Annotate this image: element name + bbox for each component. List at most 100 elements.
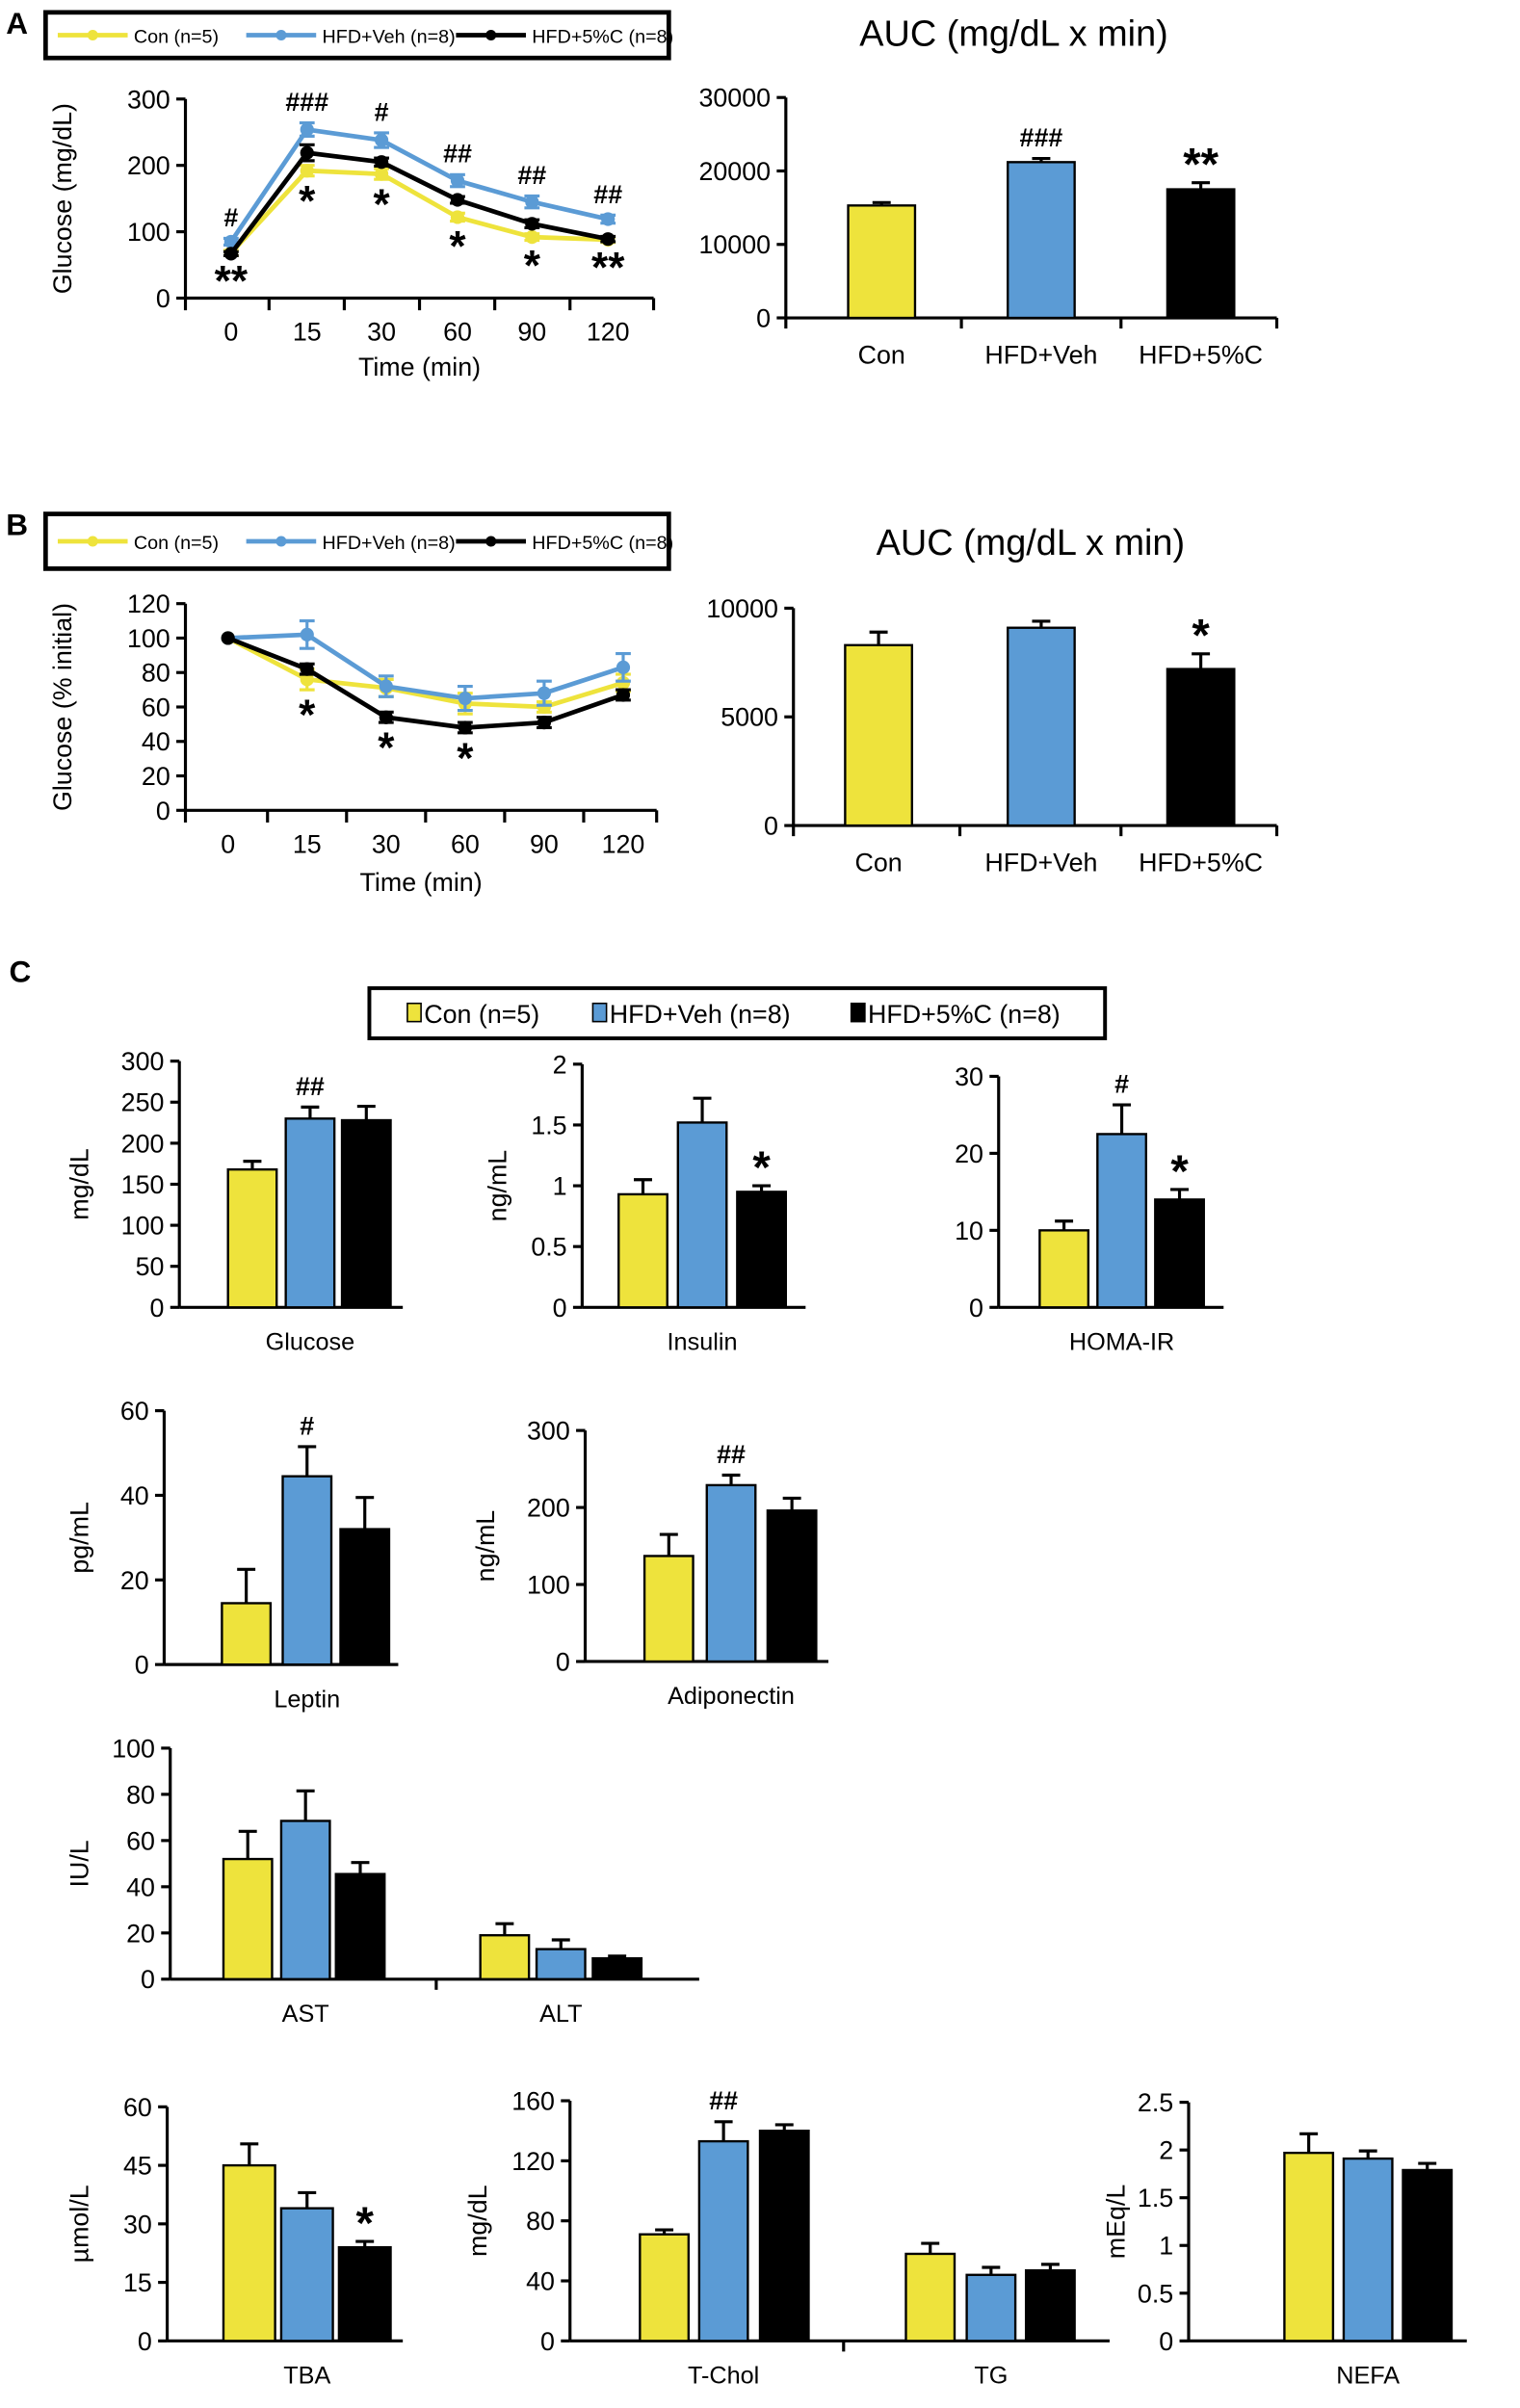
data-point [300,627,314,641]
bar-c5 [1024,2268,1076,2343]
category-label: HFD+5%C [1139,340,1263,369]
bar-veh [697,2139,749,2343]
bar-c5 [1154,1198,1205,1309]
group-label: Insulin [668,1328,738,1355]
data-point [616,675,631,691]
group-label: TBA [283,2363,330,2390]
panel-label-C: C [9,955,31,989]
y-tick-label: 200 [527,1494,570,1523]
x-tick-label: 0 [223,318,238,347]
data-point [537,686,552,700]
bar-con [479,1934,531,1980]
bar-con [847,204,917,320]
y-tick-label: 100 [127,218,170,247]
y-axis-label: Glucose (% initial) [48,603,77,811]
y-tick-label: 150 [121,1170,165,1199]
significance-mark: * [378,724,395,772]
legend-label: Con (n=5) [134,26,219,47]
y-tick-label: 60 [120,1397,149,1426]
category-label: HFD+5%C [1139,848,1263,877]
bar-c5 [339,1528,391,1666]
data-point [221,631,235,645]
series-line [226,636,624,730]
bar-con [639,2233,691,2343]
significance-mark: # [1114,1069,1129,1098]
legend-box [42,511,671,571]
legend-box [367,985,1108,1040]
bar-veh [535,1948,587,1980]
chart-lineB: 0 20 40 60 80 100 120 Glucose (% initial) 0 15 30 6… [48,589,659,897]
chart-title: AUC (mg/dL x min) [859,14,1167,55]
y-tick-label: 50 [136,1252,165,1281]
chart-astalt: 0 20 40 60 80 100 IU/L AST ALT [66,1734,699,2028]
y-tick-label: 2 [1159,2136,1173,2165]
y-tick-label: 0 [556,1647,570,1676]
y-tick-label: 1 [553,1172,567,1201]
data-point [616,660,631,674]
group-label: T-Chol [688,2363,759,2390]
x-tick-label: 30 [367,318,396,347]
chart-title: AUC (mg/dL x min) [877,523,1185,563]
group-label: Leptin [274,1686,340,1713]
y-tick-label: 200 [121,1129,165,1158]
legend-marker [485,536,497,547]
legend-label: HFD+5%C (n=8) [868,1000,1061,1029]
data-point [601,232,616,247]
y-tick-label: 20 [142,762,170,791]
chart-nefa: 0 0.5 1 1.5 2 2.5 mEq/L NEFA [1102,2088,1467,2390]
y-tick-label: 1.5 [1138,2184,1173,2212]
x-tick-label: 60 [451,829,480,858]
significance-mark: ** [215,257,249,304]
x-tick-label: 120 [587,318,630,347]
data-point [601,212,616,226]
series-line [228,126,609,244]
data-point [525,230,539,245]
category-label: Con [854,848,902,877]
bar-c5 [334,1872,386,1980]
chart-tchol: 0 40 80 120 160 mg/dL ## T-Chol TG [463,2086,1110,2390]
y-tick-label: 10 [955,1217,983,1245]
y-axis-label: Glucose (mg/dL) [48,103,77,294]
series-line [226,636,624,710]
bar-c5 [340,1118,392,1309]
x-tick-label: 90 [517,318,546,347]
chart-aucA: 0 10000 20000 30000 AUC (mg/dL x min) Con ### H… [698,14,1279,369]
bar-con [222,2163,276,2343]
chart-tba: 0 15 30 45 60 µmol/L * TBA [66,2093,404,2390]
y-tick-label: 40 [526,2266,555,2295]
data-point [450,173,465,188]
y-tick-label: 15 [123,2268,152,2297]
bar-veh [1342,2157,1394,2343]
y-tick-label: 0 [553,1294,567,1322]
bar-veh [1096,1133,1147,1309]
significance-mark: ## [296,1072,325,1101]
y-tick-label: 30000 [698,84,771,113]
significance-mark: ## [443,140,472,169]
legend-label: HFD+Veh (n=8) [610,1000,791,1029]
group-label: Adiponectin [668,1683,795,1710]
legend-C: Con (n=5) HFD+Veh (n=8) HFD+5%C (n=8) [367,985,1108,1040]
data-point [374,133,389,147]
data-point [223,247,238,261]
chart-glucose: 0 50 100 150 200 250 300 mg/dL ## Glucose [66,1047,404,1355]
y-tick-label: 0 [756,303,771,332]
legend-marker [275,536,287,547]
x-tick-label: 60 [443,318,472,347]
y-tick-label: 250 [121,1088,165,1117]
y-tick-label: 100 [112,1734,155,1763]
bar-con [222,1857,274,1980]
data-point [537,699,552,715]
legend-B: Con (n=5) HFD+Veh (n=8) HFD+5%C (n=8) [42,511,673,571]
y-tick-label: 2 [553,1050,567,1079]
significance-mark: * [373,181,390,228]
group-label: ALT [539,2001,582,2028]
bar-c5 [1402,2168,1454,2343]
bar-veh [676,1121,728,1309]
bar-con [642,1555,694,1663]
data-point [458,691,472,706]
bar-veh [284,1117,336,1309]
series-line [227,632,624,701]
data-point [300,164,314,178]
y-axis-label: pg/mL [66,1502,94,1574]
y-tick-label: 80 [126,1780,155,1809]
